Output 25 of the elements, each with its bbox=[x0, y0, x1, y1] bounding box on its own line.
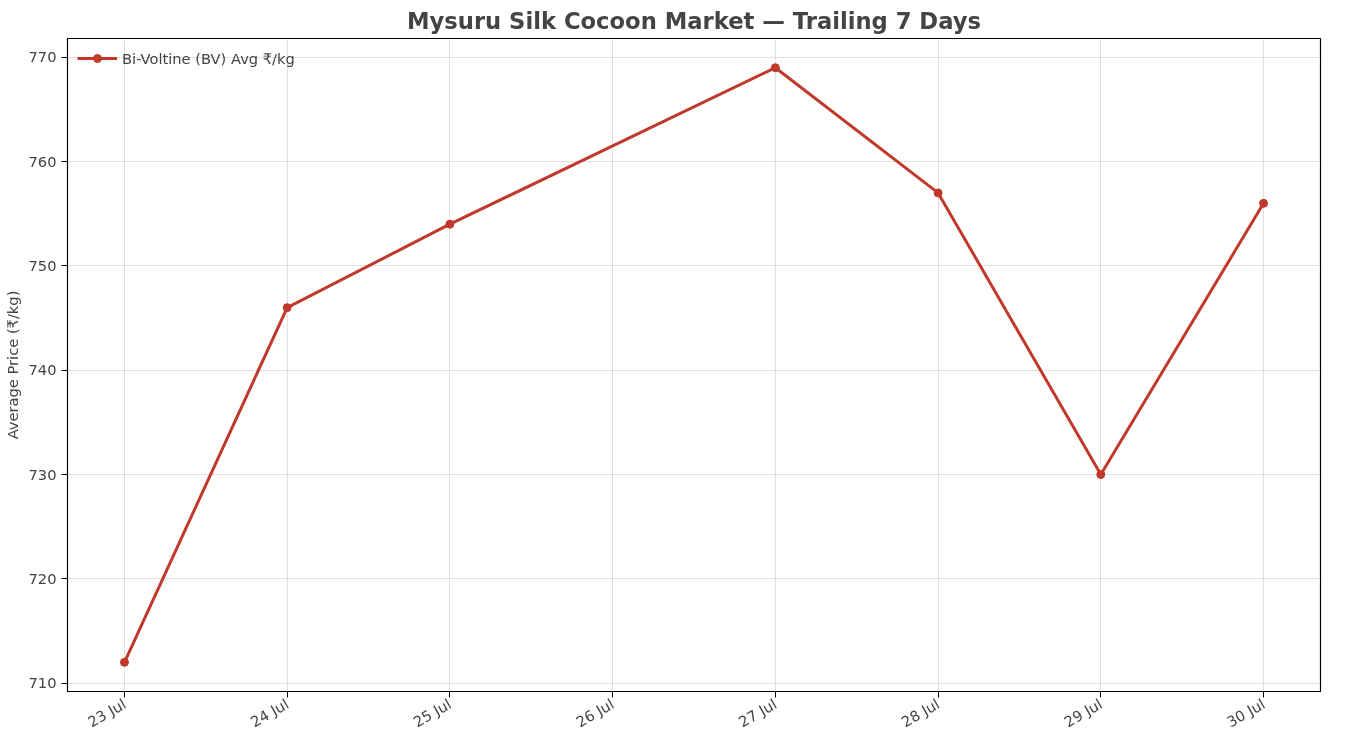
point bbox=[1259, 198, 1269, 208]
x-tick-label: 30 Jul bbox=[1223, 695, 1268, 731]
chart-title: Mysuru Silk Cocoon Market — Trailing 7 Days bbox=[406, 7, 982, 34]
x-tick-label: 29 Jul bbox=[1061, 695, 1106, 731]
x-tick-label: 28 Jul bbox=[898, 695, 943, 731]
point bbox=[1096, 470, 1106, 480]
y-tick-label: 740 bbox=[28, 361, 57, 379]
y-tick-label: 760 bbox=[28, 152, 57, 170]
x-tick-label: 23 Jul bbox=[84, 695, 129, 731]
x-tick-label: 26 Jul bbox=[572, 695, 617, 731]
y-tick-label: 730 bbox=[28, 465, 57, 483]
y-tick-label: 720 bbox=[28, 569, 57, 587]
y-tick-label: 770 bbox=[28, 48, 57, 66]
x-tick-label: 24 Jul bbox=[247, 695, 292, 731]
legend-label: Bi-Voltine (BV) Avg ₹/kg bbox=[122, 49, 295, 67]
y-tick-label: 710 bbox=[28, 674, 57, 692]
point bbox=[119, 657, 129, 667]
point bbox=[933, 188, 943, 198]
point bbox=[282, 303, 292, 313]
x-tick-label: 27 Jul bbox=[735, 695, 780, 731]
point bbox=[445, 219, 455, 229]
y-tick-label: 750 bbox=[28, 256, 57, 274]
x-tick-label: 25 Jul bbox=[410, 695, 455, 731]
point bbox=[770, 63, 780, 73]
y-axis-title: Average Price (₹/kg) bbox=[3, 290, 21, 440]
